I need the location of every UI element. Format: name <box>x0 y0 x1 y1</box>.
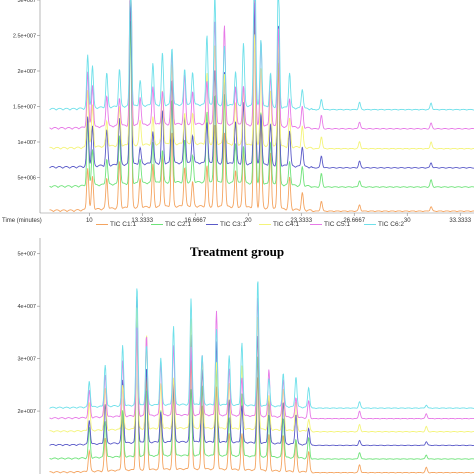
y-tick-label: 4e+007 <box>17 304 36 310</box>
x-tick-label: 13.3333 <box>131 218 153 224</box>
treatment-group-title: Treatment group <box>189 244 285 259</box>
legend-swatch <box>310 223 322 226</box>
legend-swatch <box>151 223 163 226</box>
legend-label: TIC C3:1 <box>220 221 247 228</box>
legend-swatch <box>206 223 218 226</box>
x-tick-label: 10 <box>86 218 93 224</box>
treatment-group-chromatogram: 2e+007 3e+007 4e+007 5e+007 <box>17 238 474 474</box>
x-axis-label: Time (minutes) <box>2 218 42 224</box>
x-tick-label: 23.3333 <box>290 218 312 224</box>
y-tick-label: 2.5e+007 <box>13 34 36 40</box>
y-tick-label: 3e+007 <box>17 0 36 4</box>
legend-item: TIC C2:1 <box>151 221 191 228</box>
y-tick-label: 3e+007 <box>17 357 36 363</box>
series-line-4 <box>49 307 474 433</box>
y-tick-label: 2e+007 <box>17 409 36 415</box>
y-tick-label: 5e+007 <box>17 252 36 258</box>
legend-label: TIC C5:1 <box>324 221 351 228</box>
x-tick-label: 26.6667 <box>343 218 365 224</box>
legend-swatch <box>259 223 271 226</box>
legend: TIC C1:1 TIC C2:1 TIC C3:1 TIC C4:1 TIC C5:1… <box>96 221 474 235</box>
legend-item: TIC C6:2 <box>364 221 404 228</box>
series-line-5 <box>49 297 474 420</box>
series-line-1 <box>49 325 474 474</box>
y-tick-label: 5e+006 <box>17 176 36 182</box>
series-line-2 <box>49 301 474 460</box>
legend-label: TIC C4:1 <box>273 221 300 228</box>
control-group-chromatogram: 5e+006 1e+007 1.5e+007 2e+007 2.5e+007 3e+007… <box>2 0 474 224</box>
legend-swatch <box>96 223 108 226</box>
x-tick-label: 30 <box>404 218 411 224</box>
y-tick-label: 1e+007 <box>17 140 36 146</box>
legend-swatch <box>364 223 376 226</box>
x-tick-label: 20 <box>245 218 252 224</box>
x-tick-label: 33.3333 <box>449 218 471 224</box>
legend-label: TIC C1:1 <box>110 221 137 228</box>
series-line-3 <box>49 0 474 169</box>
series-line-6 <box>49 281 474 409</box>
legend-item: TIC C4:1 <box>259 221 299 228</box>
legend-label: TIC C2:1 <box>165 221 192 228</box>
y-tick-label: 1.5e+007 <box>13 105 36 111</box>
series-line-6 <box>49 0 474 111</box>
legend-item: TIC C5:1 <box>310 221 350 228</box>
x-tick-label: 16.6667 <box>184 218 206 224</box>
y-tick-label: 2e+007 <box>17 69 36 75</box>
legend-item: TIC C1:1 <box>96 221 136 228</box>
legend-label: TIC C6:2 <box>378 221 405 228</box>
series-line-3 <box>49 296 474 447</box>
legend-item: TIC C3:1 <box>206 221 246 228</box>
